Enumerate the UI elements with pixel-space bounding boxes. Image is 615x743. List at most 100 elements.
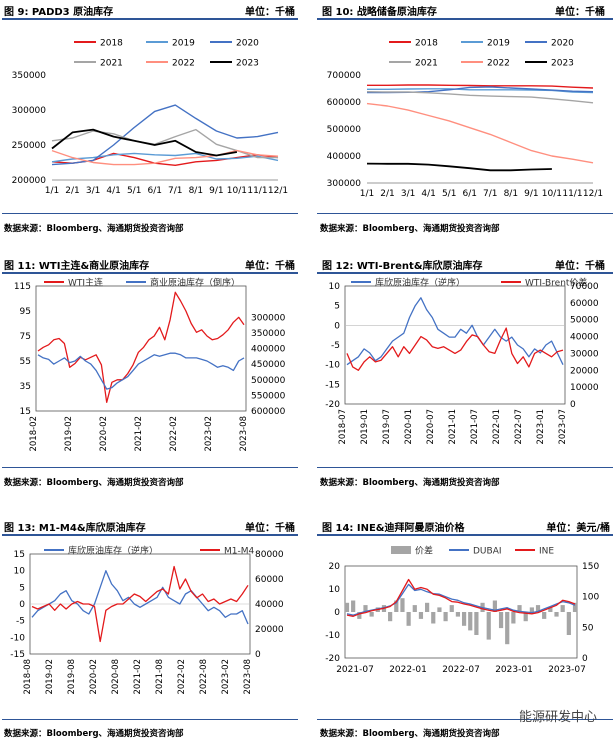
- panel-6-top-rule: [317, 534, 613, 536]
- y-right-tick-label: 350000: [251, 329, 286, 339]
- legend-label-2023: 2023: [551, 59, 574, 69]
- y-left-tick-label: 10: [329, 585, 341, 595]
- legend-label-1: DUBAI: [473, 547, 502, 557]
- y-tick-label: 500000: [327, 125, 362, 135]
- legend-label-2022: 2022: [487, 59, 510, 69]
- x-tick-label: 9/1: [209, 186, 223, 196]
- x-tick-label: 2020-07: [426, 409, 436, 445]
- legend-label-0: 库欣原油库存（逆序）: [375, 277, 465, 289]
- panel-4-title: 图 12: WTI-Brent&库欣原油库存: [322, 261, 483, 272]
- series-line-1: [346, 327, 564, 371]
- panel-4-bottom-rule: [317, 467, 613, 468]
- x-tick-label: 2023-07: [558, 409, 568, 445]
- y-right-tick-label: 50: [582, 623, 594, 633]
- legend-swatch-0: [391, 546, 411, 554]
- x-tick-label: 5/1: [442, 189, 456, 199]
- y-right-tick-label: 10000: [570, 383, 599, 393]
- series-line-2: [346, 578, 576, 617]
- y-tick-label: 200000: [12, 176, 47, 186]
- y-left-tick-label: 15: [20, 407, 31, 417]
- panel-3-source: 数据来源：Bloomberg、海通期货投资咨询部: [4, 478, 184, 488]
- y-tick-label: 250000: [12, 141, 47, 151]
- y-left-tick-label: -10: [10, 633, 25, 643]
- panel-5-title: 图 13: M1-M4&库欣原油库存: [4, 523, 146, 534]
- y-left-tick-label: -5: [16, 617, 25, 627]
- series-line-2021: [366, 91, 594, 104]
- series-line-2022: [366, 102, 594, 164]
- legend-label-2019: 2019: [487, 39, 510, 49]
- y-left-tick-label: 5: [334, 302, 340, 312]
- bar-0: [443, 612, 448, 622]
- panel-4-top-rule: [317, 272, 613, 274]
- series-line-2019: [51, 152, 279, 163]
- legend-label-2021: 2021: [100, 59, 123, 69]
- x-tick-label: 2019-01: [360, 409, 370, 445]
- bar-0: [511, 612, 516, 624]
- series-line-1: [346, 583, 576, 616]
- panel-2-title: 图 10: 战略储备原油库存: [322, 7, 437, 18]
- x-tick-label: 11/1: [562, 189, 582, 199]
- y-right-tick-label: 20000: [255, 625, 284, 635]
- panel-2-unit: 单位：千桶: [555, 7, 605, 18]
- y-right-tick-label: 150: [582, 562, 599, 572]
- panel-3-unit: 单位：千桶: [245, 261, 295, 272]
- y-left-tick-label: 95: [20, 307, 31, 317]
- x-tick-label: 2021-02: [134, 416, 144, 452]
- y-left-tick-label: 0: [334, 321, 340, 331]
- x-tick-label: 9/1: [524, 189, 538, 199]
- x-tick-label: 8/1: [189, 186, 203, 196]
- chart-padd3: 2018 2019 2020 2021 2022 2023 200000 250000 3000…: [12, 39, 288, 197]
- series-line-2018: [367, 84, 594, 89]
- bar-0: [369, 612, 374, 617]
- legend-label-2020: 2020: [551, 39, 574, 49]
- y-right-tick-label: 550000: [251, 391, 286, 401]
- panel-1-source: 数据来源：Bloomberg、海通期货投资咨询部: [4, 224, 184, 234]
- x-tick-label: 8/1: [504, 189, 518, 199]
- bar-0: [560, 605, 565, 612]
- x-tick-label: 12/1: [268, 186, 288, 196]
- x-tick-label: 2/1: [380, 189, 394, 199]
- panel-1-title: 图 9: PADD3 原油库存: [4, 7, 114, 18]
- x-tick-label: 7/1: [483, 189, 497, 199]
- panel-3-bottom-rule: [2, 467, 298, 468]
- x-tick-label: 2022-02: [169, 416, 179, 452]
- bar-0: [406, 612, 411, 626]
- x-tick-label: 2021-07: [470, 409, 480, 445]
- panel-3-top-rule: [2, 272, 298, 274]
- panel-6-bottom-rule: [317, 719, 613, 720]
- y-right-tick-label: 450000: [251, 360, 286, 370]
- bar-0: [566, 612, 571, 635]
- y-right-tick-label: 60000: [255, 575, 284, 585]
- y-left-tick-label: 35: [20, 382, 31, 392]
- bar-0: [498, 612, 504, 629]
- bar-0: [523, 612, 528, 622]
- series-line-1: [37, 352, 245, 390]
- series-line-0: [31, 570, 249, 625]
- bar-0: [468, 612, 473, 631]
- x-tick-label: 2022-02: [177, 659, 187, 695]
- watermark: 能源研发中心: [518, 710, 597, 725]
- y-tick-label: 300000: [327, 179, 362, 189]
- x-tick-label: 2022-01: [492, 409, 502, 445]
- bar-0: [400, 598, 405, 612]
- x-tick-label: 2023-02: [204, 416, 214, 452]
- x-tick-label: 2023-01: [495, 665, 533, 675]
- panel-1-unit: 单位：千桶: [245, 7, 295, 18]
- panel-4-source: 数据来源：Bloomberg、海通期货投资咨询部: [320, 478, 500, 488]
- x-tick-label: 6/1: [462, 189, 476, 199]
- bar-0: [437, 607, 442, 612]
- legend-label-2021: 2021: [415, 59, 438, 69]
- y-right-tick-label: 80000: [255, 550, 284, 560]
- panel-5-unit: 单位：千桶: [245, 523, 295, 534]
- y-right-tick-label: 30000: [570, 349, 599, 359]
- legend-label-1: 商业原油库存（倒序）: [150, 277, 240, 289]
- y-right-tick-label: 600000: [251, 407, 286, 417]
- bar-0: [394, 600, 399, 612]
- bar-0: [425, 602, 430, 612]
- x-tick-label: 4/1: [106, 186, 120, 196]
- x-tick-label: 2021-01: [448, 409, 458, 445]
- y-tick-label: 300000: [12, 106, 47, 116]
- y-left-tick-label: 10: [329, 282, 341, 292]
- bar-0: [455, 612, 461, 617]
- bar-0: [554, 612, 559, 617]
